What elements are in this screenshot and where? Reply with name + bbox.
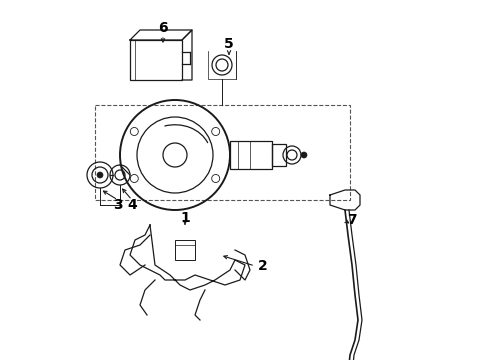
Bar xyxy=(95,105,350,200)
Text: 7: 7 xyxy=(347,213,357,227)
Circle shape xyxy=(97,172,103,178)
Text: 6: 6 xyxy=(158,21,168,35)
Bar xyxy=(230,141,272,169)
Text: 3: 3 xyxy=(113,198,123,212)
Bar xyxy=(175,240,195,260)
Bar xyxy=(130,40,182,80)
Text: 2: 2 xyxy=(258,259,268,273)
Text: 4: 4 xyxy=(127,198,137,212)
Circle shape xyxy=(301,152,307,158)
Text: 5: 5 xyxy=(224,37,234,51)
Text: 1: 1 xyxy=(180,211,190,225)
Bar xyxy=(272,144,286,166)
